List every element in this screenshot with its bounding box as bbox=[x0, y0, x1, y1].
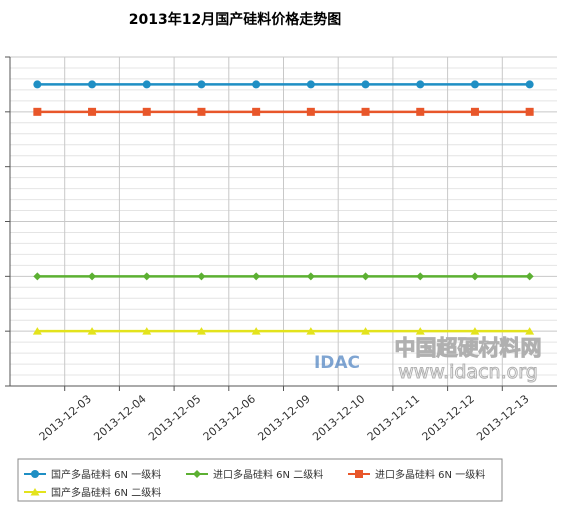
x-tick-label: 2013-12-10 bbox=[310, 392, 367, 443]
point bbox=[361, 327, 371, 335]
point bbox=[416, 107, 425, 116]
x-tick-label: 2013-12-03 bbox=[37, 392, 94, 443]
point bbox=[306, 80, 315, 89]
watermark: 中国超硬材料网 bbox=[395, 336, 542, 360]
point bbox=[252, 107, 261, 116]
point bbox=[470, 80, 479, 89]
point bbox=[197, 272, 206, 281]
chart-title: 2013年12月国产硅料价格走势图 bbox=[129, 11, 341, 28]
x-tick-label: 2013-12-05 bbox=[146, 392, 203, 443]
point bbox=[193, 470, 201, 478]
point bbox=[525, 272, 534, 281]
point bbox=[361, 107, 370, 116]
point bbox=[306, 107, 315, 116]
legend-box bbox=[17, 458, 503, 502]
point bbox=[196, 327, 206, 335]
point bbox=[142, 272, 151, 281]
legend-label: 国产多晶硅料 6N 二级料 bbox=[51, 486, 161, 499]
point bbox=[252, 272, 261, 281]
x-tick-label: 2013-12-12 bbox=[420, 392, 477, 443]
point bbox=[32, 327, 42, 335]
watermark: IDAC bbox=[314, 353, 360, 373]
point bbox=[197, 80, 206, 89]
point bbox=[197, 107, 206, 116]
x-tick-label: 2013-12-09 bbox=[255, 392, 312, 443]
point bbox=[525, 327, 535, 335]
point bbox=[470, 327, 480, 335]
point bbox=[33, 272, 42, 281]
x-tick-label: 2013-12-06 bbox=[201, 392, 258, 443]
legend-label: 国产多晶硅料 6N 一级料 bbox=[51, 468, 161, 481]
point bbox=[306, 327, 316, 335]
watermark: www.idacn.org bbox=[398, 361, 538, 383]
point bbox=[31, 470, 39, 478]
point bbox=[88, 272, 97, 281]
point bbox=[525, 107, 534, 116]
point bbox=[416, 80, 425, 89]
legend-label: 进口多晶硅料 6N 一级料 bbox=[375, 468, 485, 481]
point bbox=[416, 272, 425, 281]
point bbox=[142, 80, 151, 89]
point bbox=[361, 80, 370, 89]
point bbox=[88, 107, 97, 116]
x-tick-label: 2013-12-13 bbox=[474, 392, 531, 443]
point bbox=[251, 327, 261, 335]
point bbox=[306, 272, 315, 281]
point bbox=[88, 80, 97, 89]
point bbox=[30, 488, 40, 496]
point bbox=[142, 107, 151, 116]
point bbox=[470, 272, 479, 281]
point bbox=[525, 80, 534, 89]
x-tick-label: 2013-12-04 bbox=[91, 392, 148, 443]
point bbox=[87, 327, 97, 335]
legend-label: 进口多晶硅料 6N 二级料 bbox=[213, 468, 323, 481]
point bbox=[415, 327, 425, 335]
point bbox=[252, 80, 261, 89]
point bbox=[355, 470, 363, 478]
point bbox=[142, 327, 152, 335]
point bbox=[361, 272, 370, 281]
x-tick-label: 2013-12-11 bbox=[365, 392, 422, 443]
point bbox=[33, 80, 42, 89]
point bbox=[470, 107, 479, 116]
point bbox=[33, 107, 42, 116]
